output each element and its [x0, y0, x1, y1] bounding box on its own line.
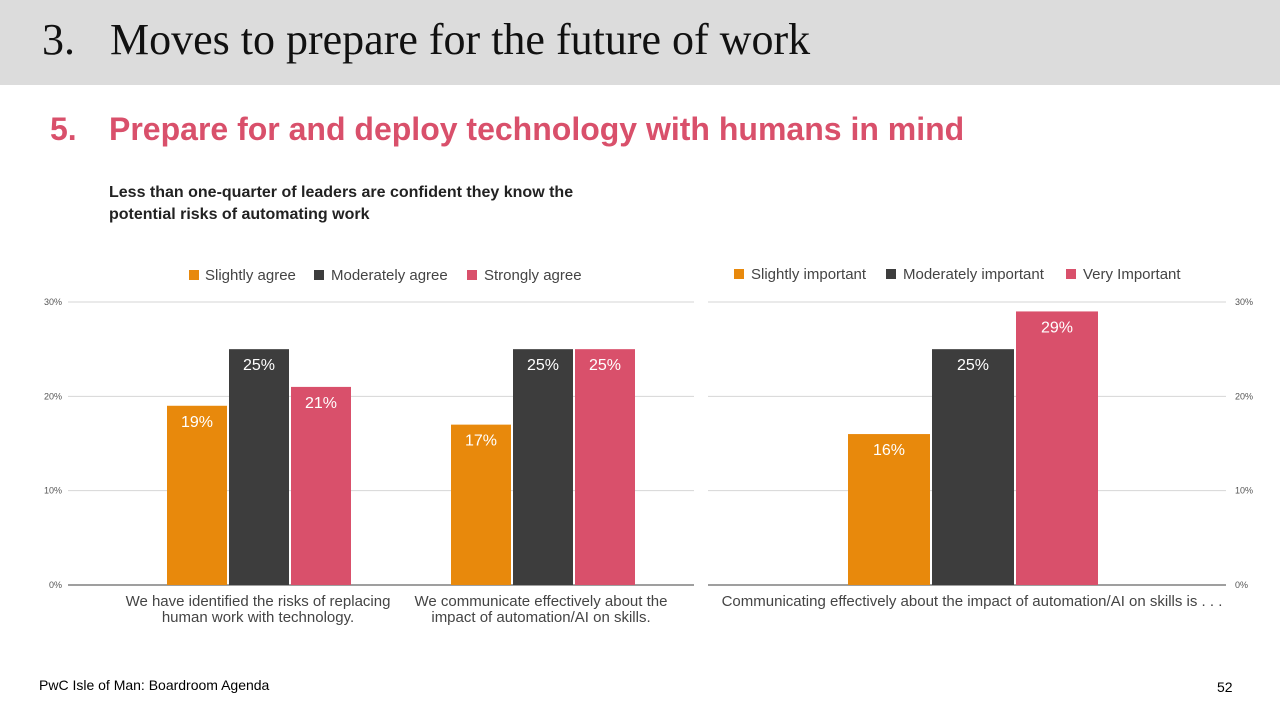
legend-swatch: [314, 270, 324, 280]
y-tick-label: 20%: [1235, 391, 1253, 401]
bar-value-label: 25%: [957, 357, 989, 374]
bar-value-label: 25%: [589, 357, 621, 374]
y-tick-label: 30%: [44, 297, 62, 307]
bar: [575, 349, 635, 585]
bar: [229, 349, 289, 585]
category-label: We have identified the risks of replacin…: [126, 593, 391, 610]
category-label: We communicate effectively about the: [415, 593, 668, 610]
bar-value-label: 16%: [873, 442, 905, 459]
bar: [1016, 311, 1098, 585]
legend-swatch: [467, 270, 477, 280]
bar-value-label: 29%: [1041, 319, 1073, 336]
bar: [848, 434, 930, 585]
section-number: 5.: [50, 111, 77, 147]
header-number: 3.: [42, 15, 75, 64]
legend-label: Slightly agree: [205, 267, 296, 284]
bar: [932, 349, 1014, 585]
y-tick-label: 10%: [1235, 486, 1253, 496]
bar: [513, 349, 573, 585]
legend-label: Moderately agree: [331, 267, 448, 284]
section-title: Prepare for and deploy technology with h…: [109, 111, 965, 147]
legend-swatch: [1066, 269, 1076, 279]
bar: [291, 386, 351, 585]
footer-source: PwC Isle of Man: Boardroom Agenda: [39, 677, 270, 693]
page-number: 52: [1217, 679, 1233, 695]
y-tick-label: 20%: [44, 391, 62, 401]
bar-value-label: 25%: [243, 357, 275, 374]
bar: [451, 424, 511, 585]
bar-value-label: 21%: [305, 395, 337, 412]
bar-value-label: 19%: [181, 414, 213, 431]
category-label: human work with technology.: [162, 609, 354, 626]
legend-swatch: [734, 269, 744, 279]
y-tick-label: 10%: [44, 486, 62, 496]
legend-swatch: [189, 270, 199, 280]
legend-swatch: [886, 269, 896, 279]
legend-label: Slightly important: [751, 266, 867, 283]
y-tick-label: 0%: [1235, 580, 1248, 590]
bar-value-label: 25%: [527, 357, 559, 374]
header-title: Moves to prepare for the future of work: [110, 15, 811, 64]
bar: [167, 405, 227, 585]
bar-value-label: 17%: [465, 433, 497, 450]
y-tick-label: 30%: [1235, 297, 1253, 307]
chart-subtitle: Less than one-quarter of leaders are con…: [109, 184, 574, 223]
y-tick-label: 0%: [49, 580, 62, 590]
header-bar: 3. Moves to prepare for the future of wo…: [0, 0, 1280, 85]
category-label: Communicating effectively about the impa…: [722, 593, 1223, 610]
legend-label: Very Important: [1083, 266, 1181, 283]
legend-label: Moderately important: [903, 266, 1045, 283]
legend-label: Strongly agree: [484, 267, 582, 284]
category-label: impact of automation/AI on skills.: [431, 609, 650, 626]
